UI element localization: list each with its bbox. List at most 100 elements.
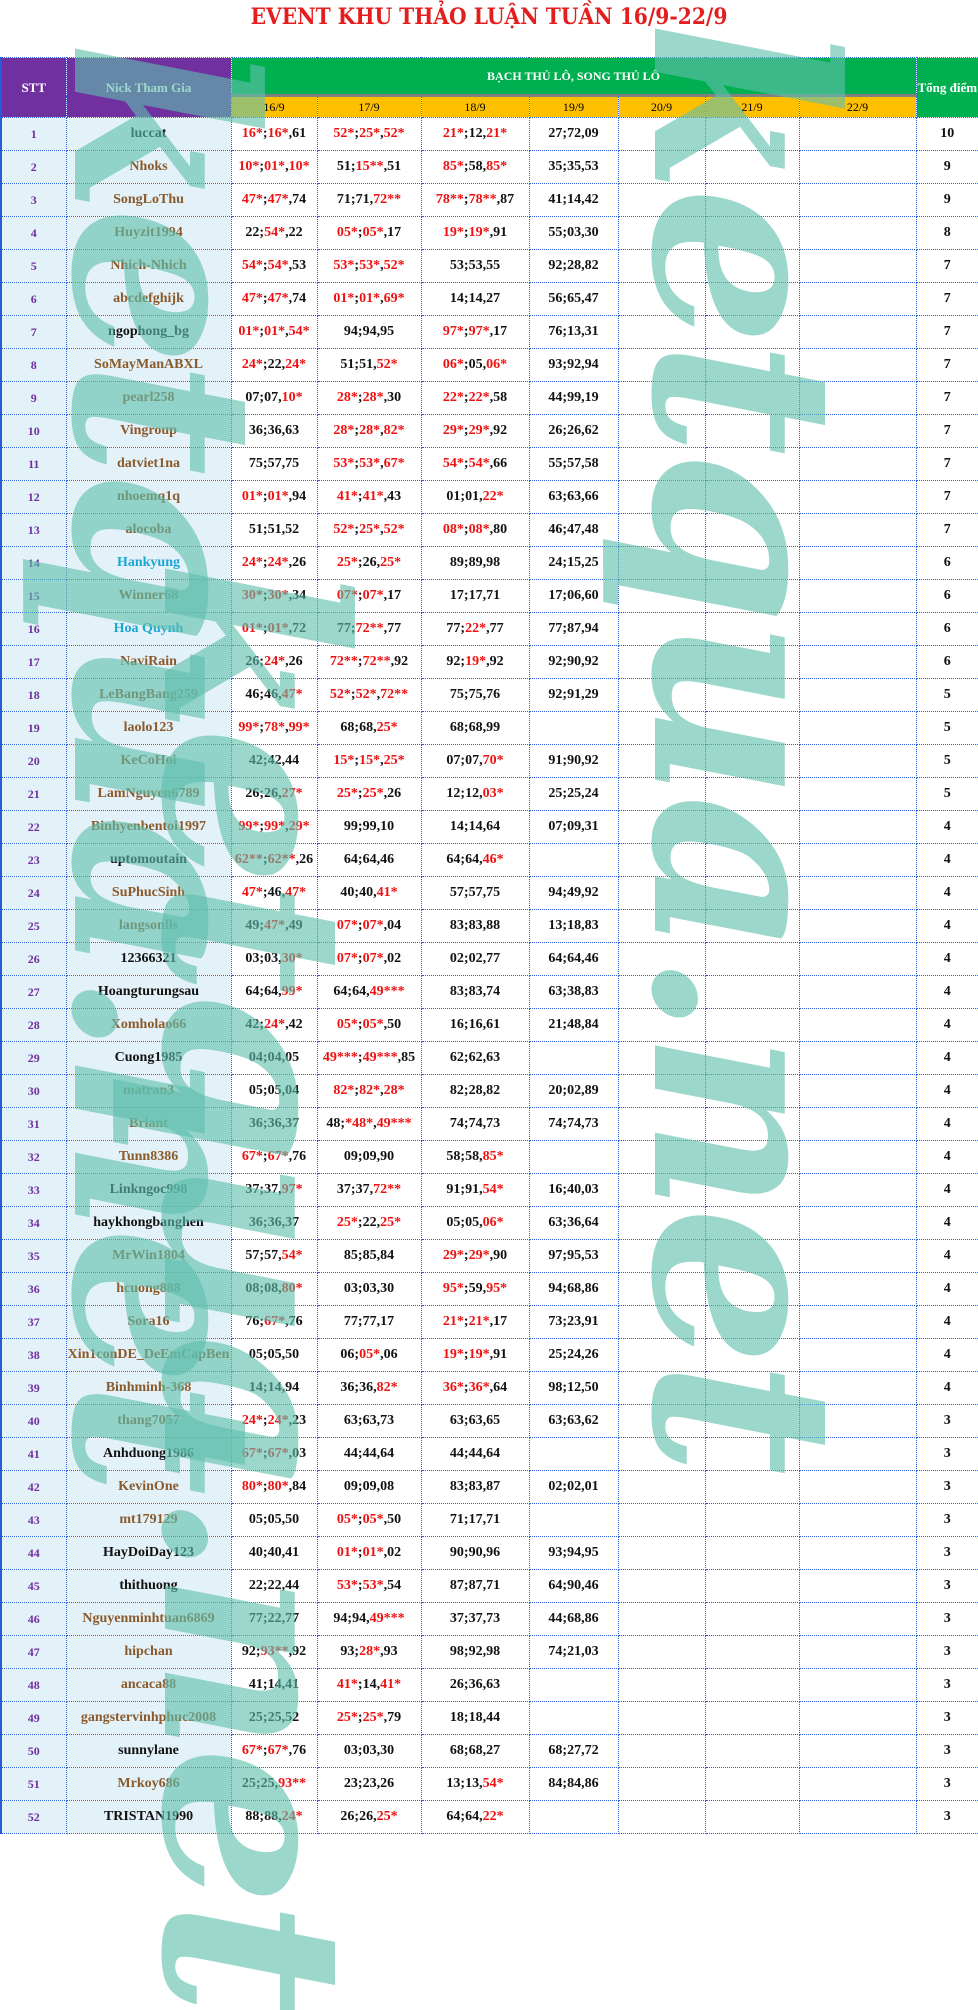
- total-cell: 4: [915, 1338, 978, 1372]
- nick-cell: KevinOne: [65, 1470, 232, 1504]
- day-cell: [704, 1173, 800, 1207]
- day-cell: 47*;47*,74: [230, 183, 318, 217]
- day-cell: [704, 876, 800, 910]
- day-cell: [798, 1503, 917, 1537]
- table-row: 45 thithuong 22;22,44 53*;53*,54 87;87,71 64;…: [0, 1569, 978, 1603]
- nick-cell: nhoemq1q: [65, 480, 232, 514]
- day-cell: [798, 942, 917, 976]
- day-cell: [798, 744, 917, 778]
- day-cell: [704, 348, 800, 382]
- day-cell: [704, 1371, 800, 1405]
- total-cell: 3: [915, 1668, 978, 1702]
- day-cell: 83;83,88: [420, 909, 530, 943]
- stt-cell: 36: [0, 1272, 67, 1306]
- day-cell: [704, 645, 800, 679]
- table-row: 23 uptomoutain 62**;62**,26 64;64,46 64;64,4…: [0, 843, 978, 877]
- total-cell: 7: [915, 480, 978, 514]
- nick-cell: langsonlls: [65, 909, 232, 943]
- day-cell: [798, 315, 917, 349]
- total-cell: 10: [915, 117, 978, 151]
- day-cell: 07;09,31: [528, 810, 619, 844]
- day-cell: 08*;08*,80: [420, 513, 530, 547]
- day-cell: [528, 1701, 619, 1735]
- table-row: 26 12366321 03;03,30* 07*;07*,02 02;02,77 64;…: [0, 942, 978, 976]
- day-cell: [617, 711, 706, 745]
- day-cell: 75;57,75: [230, 447, 318, 481]
- day-cell: 20;02,89: [528, 1074, 619, 1108]
- day-cell: 15*;15*,25*: [316, 744, 422, 778]
- day-cell: [798, 1734, 917, 1768]
- table-row: 40 thang7057 24*;24*,23 63;63,73 63;63,65 63;…: [0, 1404, 978, 1438]
- total-cell: 9: [915, 183, 978, 217]
- day-cell: 93;94,95: [528, 1536, 619, 1570]
- total-cell: 4: [915, 1305, 978, 1339]
- day-cell: 47*;46,47*: [230, 876, 318, 910]
- nick-cell: mt179129: [65, 1503, 232, 1537]
- table-row: 36 hcuong888 08;08,80* 03;03,30 95*;59,95* 94…: [0, 1272, 978, 1306]
- total-cell: 3: [915, 1536, 978, 1570]
- day-cell: [798, 1404, 917, 1438]
- stt-cell: 35: [0, 1239, 67, 1273]
- stt-cell: 26: [0, 942, 67, 976]
- stt-cell: 47: [0, 1635, 67, 1669]
- day-cell: [617, 1668, 706, 1702]
- table-row: 2 Nhoks 10*;01*,10* 51;15**,51 85*;58,85* 35;…: [0, 150, 978, 184]
- day-cell: 94;49,92: [528, 876, 619, 910]
- day-cell: [528, 843, 619, 877]
- day-cell: 82*;82*,28*: [316, 1074, 422, 1108]
- day-cell: 03;03,30: [316, 1272, 422, 1306]
- nick-cell: hcuong888: [65, 1272, 232, 1306]
- day-cell: 03;03,30: [316, 1734, 422, 1768]
- day-cell: 63;63,62: [528, 1404, 619, 1438]
- table-row: 5 Nhich-Nhich 54*;54*,53 53*;53*,52* 53;53,5…: [0, 249, 978, 283]
- day-cell: [617, 1371, 706, 1405]
- day-cell: 57;57,75: [420, 876, 530, 910]
- day-cell: 77;77,17: [316, 1305, 422, 1339]
- day-cell: 26;24*,26: [230, 645, 318, 679]
- day-cell: 04;04,05: [230, 1041, 318, 1075]
- day-cell: 09;09,90: [316, 1140, 422, 1174]
- day-cell: 07;07,70*: [420, 744, 530, 778]
- day-cell: [798, 1569, 917, 1603]
- day-cell: [704, 1305, 800, 1339]
- day-cell: [617, 579, 706, 613]
- day-cell: [617, 513, 706, 547]
- day-cell: [704, 1272, 800, 1306]
- stt-cell: 41: [0, 1437, 67, 1471]
- day-cell: 90;90,96: [420, 1536, 530, 1570]
- day-cell: 06;05*,06: [316, 1338, 422, 1372]
- day-cell: 36;36,37: [230, 1107, 318, 1141]
- total-cell: 7: [915, 513, 978, 547]
- nick-cell: HayDoiDay123: [65, 1536, 232, 1570]
- nick-cell: Cuong1985: [65, 1041, 232, 1075]
- day-cell: [617, 744, 706, 778]
- day-cell: [617, 282, 706, 316]
- day-cell: [617, 1107, 706, 1141]
- day-cell: 17;17,71: [420, 579, 530, 613]
- day-cell: 02;02,77: [420, 942, 530, 976]
- day-cell: [528, 1140, 619, 1174]
- day-cell: 63;63,65: [420, 1404, 530, 1438]
- day-cell: 37;37,73: [420, 1602, 530, 1636]
- day-cell: [798, 1140, 917, 1174]
- day-cell: [617, 1272, 706, 1306]
- day-cell: 71;71,72**: [316, 183, 422, 217]
- total-cell: 4: [915, 1008, 978, 1042]
- day-cell: [798, 249, 917, 283]
- table-row: 34 haykhongbanghen 36;36,37 25*;22,25* 05;05…: [0, 1206, 978, 1240]
- day-cell: [798, 513, 917, 547]
- day-cell: [704, 1404, 800, 1438]
- day-cell: 24;15,25: [528, 546, 619, 580]
- day-cell: 36;36,82*: [316, 1371, 422, 1405]
- total-cell: 7: [915, 282, 978, 316]
- total-cell: 7: [915, 447, 978, 481]
- day-cell: [704, 579, 800, 613]
- total-cell: 7: [915, 348, 978, 382]
- day-cell: 77;87,94: [528, 612, 619, 646]
- day-cell: [798, 1206, 917, 1240]
- day-cell: [704, 1008, 800, 1042]
- day-cell: [704, 1107, 800, 1141]
- day-cell: 05*;05*,50: [316, 1503, 422, 1537]
- day-cell: 82;28,82: [420, 1074, 530, 1108]
- day-cell: 76;13,31: [528, 315, 619, 349]
